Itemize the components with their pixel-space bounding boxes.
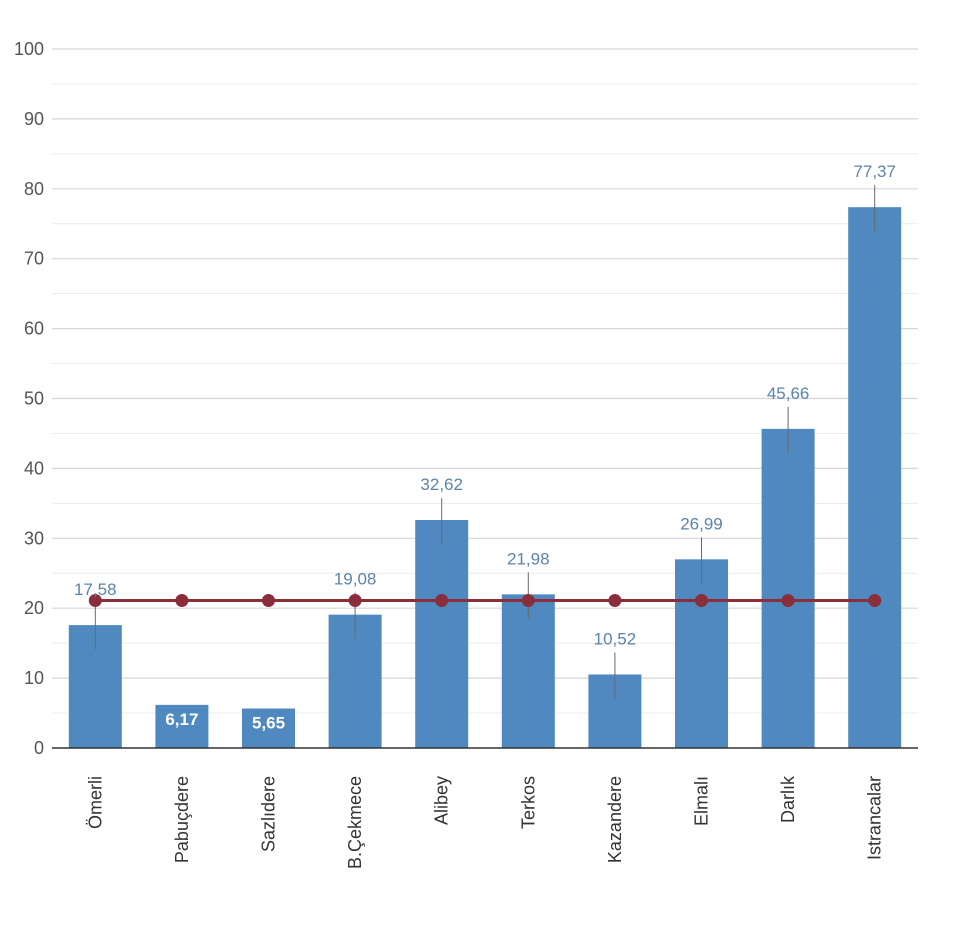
label-leader-lines — [94, 185, 876, 699]
line-point — [175, 594, 189, 608]
data-label: 10,52 — [594, 629, 637, 648]
y-axis-ticks: 0 10 20 30 40 50 60 70 80 90 100 — [14, 39, 44, 758]
bar — [415, 519, 469, 748]
bar — [848, 207, 902, 748]
x-tick-label: B.Çekmece — [345, 776, 365, 869]
data-label: 45,66 — [767, 384, 810, 403]
bar — [242, 708, 295, 748]
line-point — [435, 594, 449, 608]
data-label: 6,17 — [165, 710, 198, 729]
x-tick-label: Darlık — [778, 775, 798, 823]
bar — [155, 704, 209, 748]
data-labels: 17,58 6,17 5,65 19,08 32,62 21,98 10,52 26,99 45… — [74, 162, 896, 732]
x-tick-label: Ömerli — [85, 776, 105, 829]
bar — [501, 594, 555, 748]
y-tick-label: 50 — [24, 389, 44, 409]
line-point — [348, 594, 362, 608]
y-tick-label: 30 — [24, 528, 44, 548]
line-series — [88, 594, 882, 608]
y-tick-label: 90 — [24, 109, 44, 129]
line-point — [781, 594, 795, 608]
data-label: 77,37 — [853, 162, 896, 181]
bar — [761, 428, 815, 748]
line-point — [695, 594, 708, 608]
y-tick-label: 0 — [34, 738, 44, 758]
line-point — [521, 594, 535, 608]
y-tick-label: 40 — [24, 458, 44, 478]
x-axis-ticks: Ömerli Pabuçdere Sazlıdere B.Çekmece Alibey T… — [85, 775, 884, 869]
y-tick-label: 10 — [24, 668, 44, 688]
data-label: 26,99 — [680, 514, 723, 533]
line-point — [262, 594, 275, 608]
x-tick-label: Sazlıdere — [259, 776, 279, 852]
bar — [675, 559, 728, 748]
y-tick-label: 80 — [24, 179, 44, 199]
y-tick-label: 60 — [24, 319, 44, 339]
data-label: 21,98 — [507, 549, 550, 568]
x-tick-label: Alibey — [432, 776, 452, 825]
data-label: 32,62 — [420, 475, 463, 494]
x-tick-label: Terkos — [518, 776, 538, 829]
x-tick-label: Pabuçdere — [172, 776, 192, 863]
x-tick-label: Kazandere — [605, 776, 625, 863]
data-label: 5,65 — [252, 714, 285, 733]
data-label: 17,58 — [74, 580, 117, 599]
x-tick-label: Istrancalar — [865, 776, 885, 860]
line-point — [88, 594, 102, 608]
line-point — [608, 594, 622, 608]
y-tick-label: 20 — [24, 598, 44, 618]
line-point — [868, 594, 882, 608]
bar-series — [68, 207, 902, 748]
data-label: 19,08 — [334, 570, 377, 589]
y-tick-label: 70 — [24, 249, 44, 269]
x-tick-label: Elmalı — [692, 776, 712, 826]
y-tick-label: 100 — [14, 39, 44, 59]
